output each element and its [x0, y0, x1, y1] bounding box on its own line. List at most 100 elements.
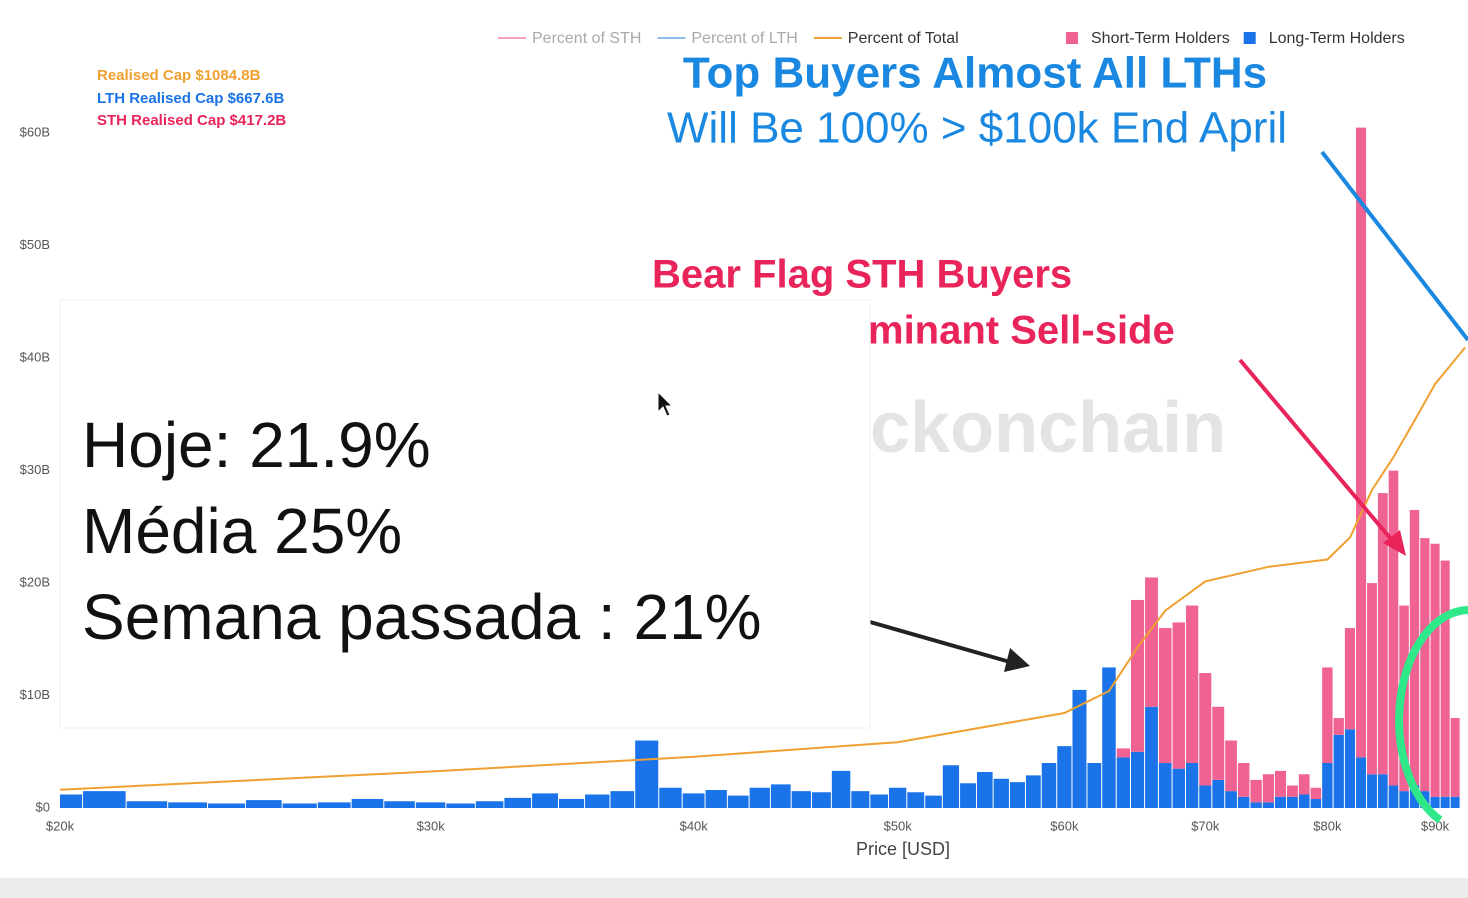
bar	[1367, 774, 1377, 808]
bar	[1322, 763, 1333, 808]
y-tick-label: $0	[36, 799, 50, 814]
x-tick-label: $30k	[417, 818, 446, 833]
cursor	[657, 390, 674, 417]
bars	[60, 127, 1460, 808]
overlay-text: Semana passada : 21%	[82, 581, 762, 653]
bar	[1116, 757, 1131, 808]
legend-label: Percent of STH	[532, 30, 641, 47]
bar	[1172, 622, 1186, 769]
bar	[558, 799, 585, 808]
bottom-strip	[0, 878, 1468, 898]
bar	[942, 765, 960, 808]
bar	[1212, 779, 1225, 808]
bar	[1250, 802, 1262, 808]
bar	[1440, 796, 1450, 808]
bar	[1298, 774, 1310, 795]
lines	[59, 346, 1466, 791]
legend-swatch	[1243, 32, 1256, 44]
bar	[1420, 538, 1430, 792]
bar	[351, 799, 384, 808]
bar	[282, 803, 317, 808]
bar	[1158, 628, 1172, 764]
overlay-box	[59, 299, 871, 729]
bar	[1286, 796, 1298, 808]
arrow	[869, 620, 1011, 664]
bar	[1131, 599, 1145, 752]
bar	[1262, 774, 1274, 803]
x-tick-label: $60k	[1050, 818, 1079, 833]
watermark: ckonchain	[870, 388, 1226, 468]
bar	[610, 791, 635, 808]
bar	[1199, 785, 1212, 808]
bar	[532, 793, 558, 808]
bar	[317, 802, 351, 808]
bar	[993, 778, 1009, 808]
bar	[1399, 791, 1409, 808]
x-tick-label: $70k	[1191, 818, 1220, 833]
annotation: minant Sell-side	[868, 309, 1175, 353]
bar	[585, 794, 610, 808]
annotation: Bear Flag STH Buyers	[652, 253, 1072, 297]
bar	[207, 803, 246, 808]
bar	[1225, 791, 1237, 808]
webcam-ring	[1395, 606, 1468, 824]
bar	[705, 790, 727, 808]
x-tick-label: $50k	[884, 818, 913, 833]
bar	[1131, 751, 1145, 808]
bar	[1450, 796, 1460, 808]
x-tick-label: $80k	[1313, 818, 1342, 833]
bar	[1072, 689, 1087, 808]
overlay-text: Hoje: 21.9%	[82, 409, 431, 481]
y-tick-label: $10B	[20, 687, 50, 702]
x-axis-title: Price [USD]	[856, 839, 950, 859]
bar	[1367, 583, 1377, 775]
bar	[1145, 706, 1158, 808]
bar	[126, 801, 168, 808]
legend: Percent of STH Percent of LTH Percent of T…	[498, 30, 1405, 47]
annotation: Realised Cap $1084.8B	[97, 67, 261, 84]
bar	[384, 801, 415, 808]
bar	[976, 772, 993, 808]
legend-swatch	[1066, 32, 1078, 44]
bar	[682, 793, 705, 808]
bar	[1116, 748, 1131, 758]
bar	[504, 797, 532, 808]
bar	[659, 787, 682, 808]
bar	[889, 787, 907, 808]
x-tick-label: $90k	[1421, 818, 1450, 833]
bar	[1344, 729, 1356, 808]
bar	[907, 792, 925, 808]
bar	[1262, 802, 1274, 808]
bar	[1333, 734, 1344, 808]
bar	[831, 770, 851, 808]
x-tick-label: $40k	[680, 818, 709, 833]
bar	[1440, 560, 1450, 797]
annotation: STH Realised Cap $417.2B	[97, 112, 286, 129]
bar	[811, 792, 831, 808]
bar	[1009, 782, 1025, 808]
bar	[1041, 763, 1057, 808]
arrowhead	[1383, 530, 1406, 556]
bar	[635, 740, 659, 808]
bar	[1356, 757, 1367, 808]
bar	[1450, 718, 1460, 797]
bar	[1025, 775, 1041, 808]
bar	[1356, 127, 1367, 758]
bar	[1199, 673, 1212, 786]
bar	[1057, 746, 1072, 808]
arrow	[1320, 150, 1468, 342]
line	[59, 346, 1466, 791]
bar	[1274, 770, 1286, 797]
bar	[1274, 796, 1286, 808]
arrow	[1238, 358, 1398, 547]
bar	[1158, 763, 1172, 808]
bar	[1087, 763, 1102, 808]
overlay-text: Média 25%	[82, 495, 402, 567]
bar	[1310, 799, 1322, 808]
bar	[1212, 706, 1225, 780]
bar	[1377, 493, 1388, 775]
bar	[1237, 763, 1250, 797]
bar	[1102, 667, 1116, 808]
legend-label: Percent of LTH	[691, 30, 797, 47]
